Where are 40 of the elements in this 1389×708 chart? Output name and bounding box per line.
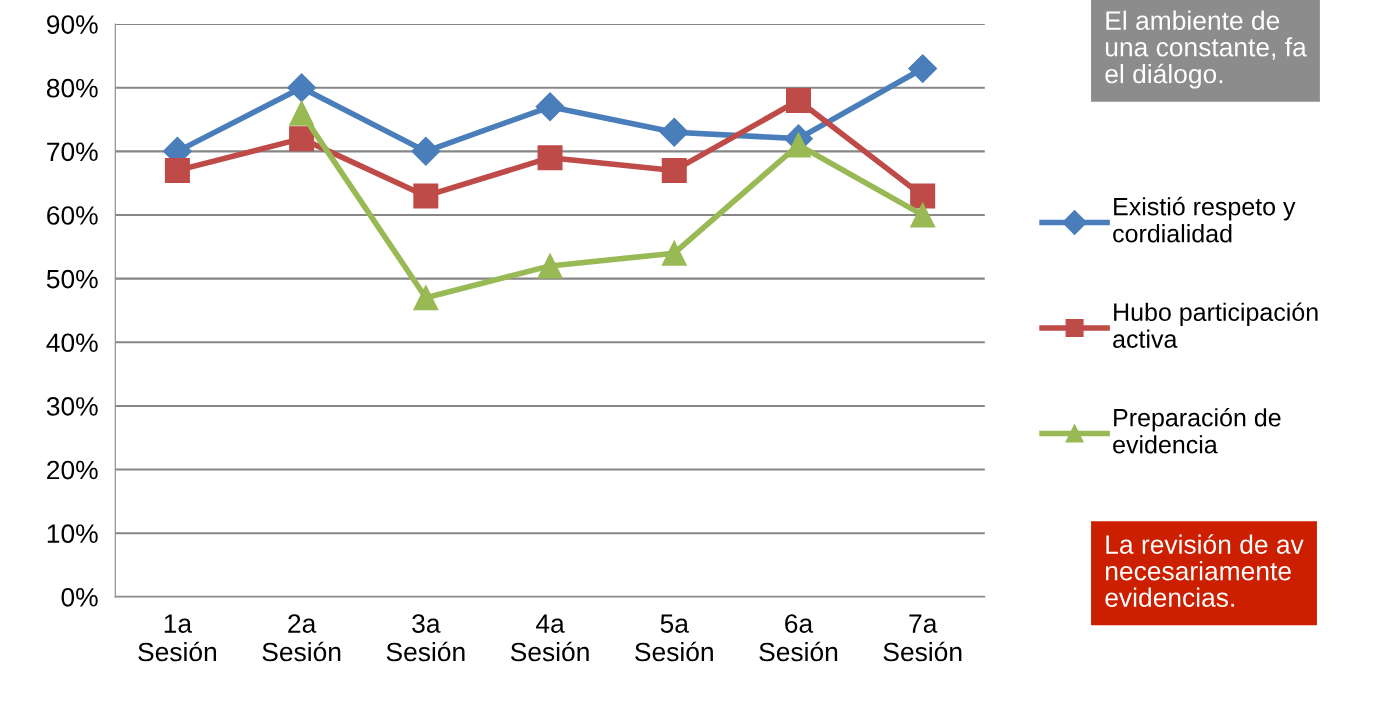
- legend-label: Hubo participación activa: [1113, 302, 1318, 348]
- point: [785, 132, 811, 158]
- y-tick-label: 30%: [46, 397, 98, 416]
- y-tick-label: 40%: [46, 333, 98, 353]
- point: [910, 183, 936, 209]
- x-tick-label: 6a Sesión: [759, 614, 838, 662]
- point: [411, 136, 441, 166]
- text: La revisión de av necesariamente evidencias.: [1105, 534, 1304, 607]
- legend-label: Existió respeto y cordialidad: [1113, 196, 1296, 243]
- point: [164, 157, 190, 183]
- x-tick-label: 3a Sesión: [386, 614, 465, 662]
- text: El ambiente de una constante, fa el diálogo.: [1105, 10, 1307, 89]
- y-tick-label: 80%: [46, 78, 98, 98]
- x-tick-label: 4a Sesión: [510, 614, 589, 662]
- point: [289, 126, 315, 152]
- point: [287, 73, 317, 103]
- point: [413, 285, 439, 311]
- y-tick-label: 50%: [46, 269, 98, 289]
- point: [537, 145, 563, 171]
- y-tick-label: 70%: [47, 142, 98, 162]
- point: [910, 202, 936, 228]
- y-tick-label: 0%: [61, 587, 98, 607]
- x-tick-label: 7a Sesión: [883, 614, 962, 662]
- point: [413, 183, 439, 209]
- point: [908, 54, 938, 84]
- point: [661, 157, 687, 183]
- point: [289, 100, 315, 126]
- point: [659, 117, 689, 147]
- y-tick-label: 60%: [47, 206, 98, 225]
- point: [535, 92, 565, 122]
- point: [537, 253, 563, 279]
- point: [661, 240, 687, 266]
- y-tick-label: 10%: [47, 524, 98, 544]
- legend-label: Preparación de evidencia: [1113, 407, 1281, 454]
- x-tick-label: 5a Sesión: [635, 614, 713, 662]
- x-tick-label: 1a Sesión: [138, 614, 217, 662]
- x-tick-label: 2a Sesión: [262, 614, 341, 662]
- y-tick-label: 90%: [47, 15, 98, 34]
- y-tick-label: 20%: [47, 460, 98, 480]
- point: [785, 87, 811, 113]
